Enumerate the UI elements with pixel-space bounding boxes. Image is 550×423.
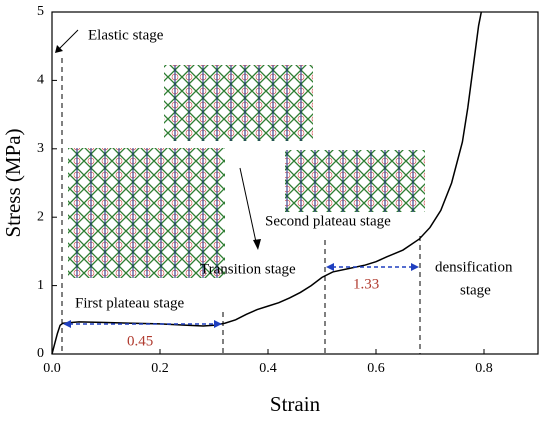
annotation: First plateau stage [75, 295, 184, 311]
y-tick-label: 2 [37, 209, 44, 224]
arrow-head [55, 45, 63, 53]
pointer [239, 167, 257, 243]
lattice-image [285, 150, 425, 212]
y-tick-label: 1 [37, 278, 44, 293]
arrow-head [214, 320, 222, 328]
annotation: Elastic stage [88, 27, 164, 43]
arrow-head [253, 239, 261, 250]
x-tick-label: 0.6 [367, 361, 385, 376]
arrow-head [326, 263, 334, 271]
stress-strain-curve [51, 11, 483, 355]
annotation: densification [435, 259, 513, 275]
arrow-head [63, 320, 71, 328]
arrow-head [411, 263, 419, 271]
x-tick-label: 0.2 [151, 361, 169, 376]
y-tick-label: 0 [37, 346, 44, 361]
x-tick-label: 0.8 [475, 361, 493, 376]
annotation: 0.45 [127, 333, 153, 349]
plot-frame [51, 11, 539, 355]
y-axis-title: Stress (MPa) [1, 128, 25, 237]
pointer [57, 29, 79, 51]
y-tick-label: 3 [37, 141, 44, 156]
y-tick-label: 4 [37, 73, 44, 88]
x-tick-label: 0.4 [259, 361, 277, 376]
lattice-image [164, 65, 313, 141]
x-axis-title: Strain [270, 392, 321, 416]
y-tick-label: 5 [37, 4, 44, 19]
lattice-image [68, 148, 225, 278]
x-tick-label: 0.0 [43, 361, 61, 376]
annotation: 1.33 [353, 276, 379, 292]
annotation: Second plateau stage [265, 213, 391, 229]
annotation: stage [460, 282, 491, 298]
annotation: Transition stage [200, 261, 296, 277]
